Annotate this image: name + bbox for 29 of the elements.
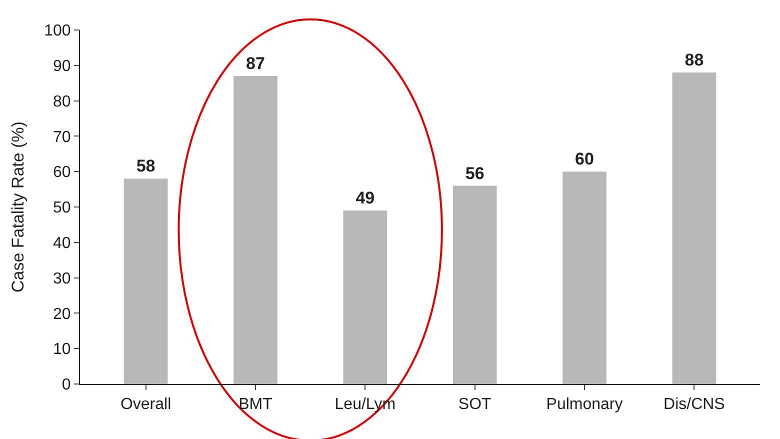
x-tick-label: Pulmonary bbox=[546, 396, 623, 414]
y-tick-label: 50 bbox=[53, 200, 71, 217]
data-label: 88 bbox=[684, 50, 704, 70]
data-label: 87 bbox=[246, 54, 265, 74]
bar bbox=[672, 72, 716, 384]
x-tick-label: BMT bbox=[238, 396, 273, 414]
x-tick-label: SOT bbox=[458, 396, 492, 414]
x-tick-label: Overall bbox=[120, 396, 172, 414]
y-tick-label: 40 bbox=[53, 235, 71, 252]
bar bbox=[234, 76, 278, 384]
y-tick-label: 100 bbox=[44, 22, 71, 40]
y-tick-label: 10 bbox=[53, 341, 71, 358]
y-tick-label: 90 bbox=[53, 58, 71, 75]
y-tick-label: 70 bbox=[53, 128, 71, 146]
data-label: 60 bbox=[575, 150, 594, 169]
bar bbox=[343, 210, 388, 384]
data-label: 58 bbox=[136, 156, 156, 176]
data-label: 56 bbox=[465, 164, 484, 183]
data-label: 49 bbox=[356, 188, 375, 208]
y-tick-label: 30 bbox=[53, 270, 71, 288]
y-tick-label: 20 bbox=[53, 306, 71, 323]
bar bbox=[452, 186, 497, 384]
bar bbox=[562, 172, 606, 384]
y-axis-title: Case Fatality Rate (%) bbox=[8, 122, 28, 292]
bar bbox=[124, 178, 168, 384]
y-tick-label: 0 bbox=[62, 376, 71, 394]
y-tick-label: 60 bbox=[53, 164, 71, 182]
x-tick-label: Dis/CNS bbox=[664, 396, 725, 414]
y-tick-label: 80 bbox=[53, 93, 71, 110]
